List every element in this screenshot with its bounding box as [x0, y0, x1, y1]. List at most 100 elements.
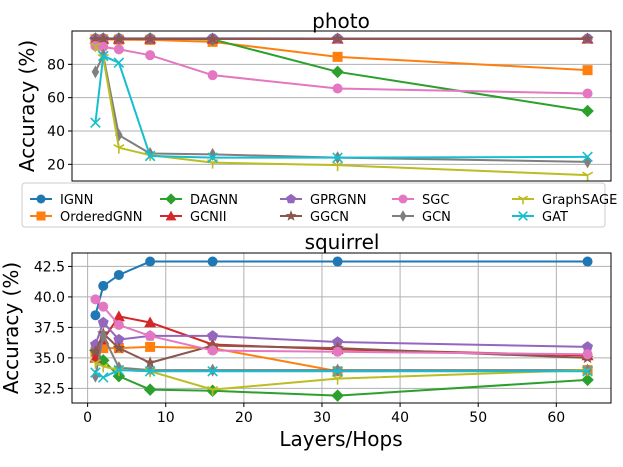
point-ignn-squirrel-2 [113, 269, 124, 280]
point-dagnn-squirrel-3 [143, 383, 157, 396]
legend-marker-gat [518, 211, 528, 221]
photo-gridlines [72, 63, 611, 165]
point-ignn-squirrel-0 [90, 310, 101, 321]
legend-label-dagnn: DAGNN [190, 193, 238, 208]
point-sgc-photo-4 [207, 70, 218, 81]
legend-item-ggcn: GGCN [280, 210, 349, 225]
squirrel-x-tick-label: 40 [391, 410, 409, 426]
point-gprgnn-squirrel-4 [207, 330, 219, 341]
point-gat-squirrel-6 [582, 365, 593, 377]
point-gprgnn-squirrel-6 [582, 341, 594, 352]
photo-y-tick-label: 20 [47, 157, 65, 173]
photo-title: photo [312, 9, 370, 33]
line-ggcn-photo [95, 37, 588, 41]
series-sgc-squirrel [90, 294, 593, 360]
legend-item-gcn: GCN [392, 210, 451, 225]
point-dagnn-squirrel-6 [581, 373, 594, 387]
legend-item-ignn: IGNN [30, 193, 93, 208]
legend-marker-gcnii [165, 210, 177, 221]
point-sgc-photo-5 [332, 83, 343, 94]
point-gat-squirrel-2 [113, 364, 125, 376]
squirrel-gridlines [72, 253, 611, 403]
legend-marker-orderedgnn [36, 211, 46, 221]
legend-label-ignn: IGNN [60, 193, 93, 208]
point-graphsage-squirrel-1 [97, 362, 109, 373]
squirrel-x-tick-label: 0 [83, 410, 92, 426]
series-gat-squirrel [90, 364, 593, 383]
legend-item-gat: GAT [512, 210, 568, 225]
point-ggcn-photo-1 [97, 32, 110, 45]
point-gprgnn-squirrel-2 [113, 333, 125, 345]
squirrel-axes-frame [71, 252, 612, 404]
point-gat-squirrel-5 [332, 365, 343, 377]
legend-label-gcnii: GCNII [190, 210, 227, 225]
panel-squirrel: 32.5 35.0 37.5 40.0 42.5 0 10 20 30 40 50 60 squir… [0, 230, 612, 451]
legend-marker-gprgnn [286, 193, 296, 204]
legend-label-gprgnn: GPRGNN [310, 193, 366, 208]
point-graphsage-squirrel-4 [206, 385, 219, 396]
photo-y-ticks: 20 40 60 80 [47, 57, 72, 173]
x-axis-label: Layers/Hops [279, 427, 402, 451]
legend-item-sgc: SGC [392, 193, 449, 208]
point-dagnn-photo-5 [331, 65, 344, 79]
point-gat-photo-5 [332, 152, 343, 163]
point-ggcn-squirrel-0 [89, 345, 102, 358]
point-gcnii-squirrel-3 [144, 316, 157, 328]
legend-label-gat: GAT [542, 210, 568, 225]
photo-y-tick-label: 60 [47, 91, 65, 107]
point-ignn-squirrel-5 [332, 256, 343, 267]
legend-label-orderedgnn: OrderedGNN [60, 210, 142, 225]
legend-marker-dagnn [165, 193, 177, 205]
series-gat-photo [90, 50, 593, 163]
point-sgc-squirrel-0 [90, 294, 101, 305]
line-ignn-squirrel [94, 260, 588, 316]
point-gprgnn-squirrel-1 [97, 316, 109, 328]
point-graphsage-squirrel-0 [89, 359, 102, 369]
legend-item-graphsage: GraphSAGE [512, 193, 617, 208]
squirrel-series [89, 256, 594, 402]
legend-marker-ggcn [285, 210, 297, 221]
point-gat-photo-3 [144, 150, 156, 162]
legend: IGNN OrderedGNN DAGNN GCNII GPRGNN GGCN SGC GCN… [21, 182, 617, 228]
photo-y-tick-label: 40 [47, 124, 65, 140]
point-graphsage-photo-2 [113, 143, 125, 154]
point-sgc-photo-1 [98, 41, 109, 52]
point-gat-photo-0 [90, 117, 101, 128]
point-gcnii-squirrel-2 [112, 310, 125, 322]
point-ggcn-squirrel-2 [112, 341, 126, 354]
point-gat-squirrel-4 [207, 365, 218, 377]
point-ggcn-photo-6 [581, 32, 594, 45]
point-sgc-squirrel-1 [98, 301, 109, 312]
squirrel-y-ticks: 32.5 35.0 37.5 40.0 42.5 [34, 259, 72, 397]
squirrel-y-tick-label: 37.5 [34, 320, 65, 336]
panel-photo: 20 40 60 80 photo Accuracy (%) [15, 9, 612, 182]
legend-marker-graphsage [517, 195, 529, 205]
squirrel-y-tick-label: 32.5 [34, 381, 65, 397]
point-ggcn-photo-3 [143, 32, 157, 45]
squirrel-x-tick-label: 60 [547, 410, 565, 426]
point-orderedgnn-squirrel-1 [98, 343, 109, 354]
squirrel-x-tick-label: 20 [235, 410, 253, 426]
point-sgc-squirrel-3 [145, 330, 156, 341]
point-ignn-squirrel-6 [582, 256, 593, 267]
line-dagnn-photo [95, 37, 588, 112]
legend-item-dagnn: DAGNN [160, 193, 238, 208]
photo-y-tick-label: 80 [47, 57, 65, 73]
point-gat-squirrel-1 [97, 372, 109, 383]
point-sgc-photo-3 [145, 50, 156, 61]
point-gcn-squirrel-1 [99, 329, 107, 343]
legend-label-sgc: SGC [422, 193, 449, 208]
point-ggcn-squirrel-4 [206, 339, 219, 351]
legend-marker-ignn [36, 194, 46, 204]
photo-series [89, 32, 594, 182]
point-gat-photo-6 [582, 151, 593, 163]
legend-item-gcnii: GCNII [160, 210, 227, 225]
point-sgc-photo-6 [582, 88, 593, 99]
point-graphsage-squirrel-5 [331, 374, 344, 385]
photo-y-axis-label: Accuracy (%) [15, 40, 39, 172]
squirrel-x-tick-label: 30 [313, 410, 331, 426]
legend-marker-gcn [399, 210, 407, 222]
legend-item-orderedgnn: OrderedGNN [30, 210, 142, 225]
point-ggcn-photo-5 [331, 32, 344, 45]
